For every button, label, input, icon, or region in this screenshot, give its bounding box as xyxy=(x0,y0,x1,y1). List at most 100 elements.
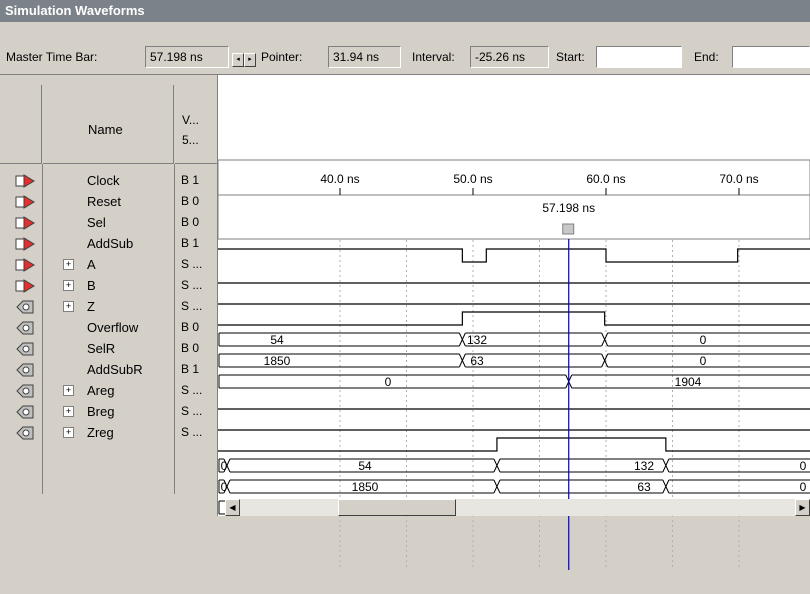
signal-row-breg[interactable]: + Breg S ... xyxy=(0,401,217,422)
waveform-area[interactable]: 40.0 ns 50.0 ns 60.0 ns 70.0 ns 54 132 0 1850 63… xyxy=(217,150,810,591)
clock-waveform xyxy=(218,248,810,263)
signal-row-areg[interactable]: + Areg S ... xyxy=(0,380,217,401)
master-time-bar-field[interactable]: 57.198 ns xyxy=(145,46,229,68)
interval-label: Interval: xyxy=(412,50,455,64)
expand-icon[interactable]: + xyxy=(63,406,74,417)
signal-name: Clock xyxy=(87,173,120,188)
signal-value: S ... xyxy=(181,383,203,397)
expand-icon[interactable]: + xyxy=(63,259,74,270)
scroll-thumb[interactable] xyxy=(338,499,456,516)
bus-breg-transition xyxy=(223,479,231,494)
signal-row-z[interactable]: + Z S ... xyxy=(0,296,217,317)
column-divider xyxy=(42,164,43,494)
output-bus-icon xyxy=(15,405,35,419)
signal-name: Reset xyxy=(87,194,121,209)
bus-areg-value: 54 xyxy=(358,459,372,473)
bus-areg-transition xyxy=(493,458,501,473)
signal-value: B 1 xyxy=(181,173,200,187)
horizontal-scrollbar[interactable]: ◀ ▶ xyxy=(225,499,810,516)
name-column-header[interactable]: Name xyxy=(43,85,174,164)
signal-name: Sel xyxy=(87,215,106,230)
master-next-button[interactable]: ▸ xyxy=(244,53,256,67)
signal-list: Name V... 5... Clock B 1 Reset B 0 Sel B 0 Add… xyxy=(0,75,218,516)
window-title: Simulation Waveforms xyxy=(5,3,145,18)
signal-row-b[interactable]: + B S ... xyxy=(0,275,217,296)
ruler-tick-label: 50.0 ns xyxy=(453,172,492,186)
input-pin-icon xyxy=(15,216,35,230)
signal-name: SelR xyxy=(87,341,116,356)
value-column-header[interactable]: V... 5... xyxy=(175,85,217,164)
bus-areg-value: 0 xyxy=(800,459,807,473)
signal-row-clock[interactable]: Clock B 1 xyxy=(0,170,217,191)
master-time-bar-label: Master Time Bar: xyxy=(6,50,98,64)
expand-icon[interactable]: + xyxy=(63,385,74,396)
signal-value: S ... xyxy=(181,425,203,439)
signal-row-addsubr[interactable]: AddSubR B 1 xyxy=(0,359,217,380)
bus-b-transition xyxy=(601,353,609,368)
bus-b-value: 63 xyxy=(470,354,484,368)
signal-row-overflow[interactable]: Overflow B 0 xyxy=(0,317,217,338)
output-bus-icon xyxy=(15,384,35,398)
signal-row-addsub[interactable]: AddSub B 1 xyxy=(0,233,217,254)
end-field[interactable] xyxy=(732,46,810,68)
output-pin-icon xyxy=(15,363,35,377)
signal-name: Breg xyxy=(87,404,115,419)
bus-a-value: 54 xyxy=(270,333,284,347)
bus-a-value: 132 xyxy=(467,333,487,347)
signal-value: B 0 xyxy=(181,341,200,355)
signal-value: S ... xyxy=(181,299,203,313)
scroll-left-button[interactable]: ◀ xyxy=(225,499,240,516)
bus-z-value: 0 xyxy=(385,375,392,389)
bus-b-value: 0 xyxy=(700,354,707,368)
ruler-tick-label: 70.0 ns xyxy=(719,172,758,186)
bus-areg-value: 132 xyxy=(634,459,654,473)
bus-areg-transition xyxy=(662,458,670,473)
waveform-panel: Name V... 5... Clock B 1 Reset B 0 Sel B 0 Add… xyxy=(0,75,810,570)
master-prev-button[interactable]: ◂ xyxy=(232,53,244,67)
bus-breg-value: 1850 xyxy=(352,480,379,494)
bus-breg-value: 0 xyxy=(800,480,807,494)
value-header-line1: V... xyxy=(182,113,199,127)
output-pin-icon xyxy=(15,321,35,335)
value-header-line2: 5... xyxy=(182,133,199,147)
input-pin-icon xyxy=(15,174,35,188)
output-bus-icon xyxy=(15,426,35,440)
scroll-right-button[interactable]: ▶ xyxy=(795,499,810,516)
pointer-label: Pointer: xyxy=(261,50,303,64)
signal-row-sel[interactable]: Sel B 0 xyxy=(0,212,217,233)
cursor-handle xyxy=(562,223,575,235)
signal-name: A xyxy=(87,257,96,272)
pointer-field: 31.94 ns xyxy=(328,46,401,68)
signal-row-selr[interactable]: SelR B 0 xyxy=(0,338,217,359)
bus-a-transition xyxy=(601,332,609,347)
signal-name: AddSubR xyxy=(87,362,143,377)
signal-value: B 1 xyxy=(181,236,200,250)
signal-value: B 1 xyxy=(181,362,200,376)
cursor-time-label: 57.198 ns xyxy=(542,201,595,215)
ruler-tick-label: 40.0 ns xyxy=(320,172,359,186)
start-label: Start: xyxy=(556,50,585,64)
output-bus-icon xyxy=(15,300,35,314)
expand-icon[interactable]: + xyxy=(63,301,74,312)
input-pin-icon xyxy=(15,195,35,209)
signal-value: S ... xyxy=(181,404,203,418)
expand-icon[interactable]: + xyxy=(63,427,74,438)
time-toolbar: Master Time Bar: 57.198 ns ◂ ▸ Pointer: … xyxy=(0,22,810,75)
signal-row-a[interactable]: + A S ... xyxy=(0,254,217,275)
signal-name: Zreg xyxy=(87,425,114,440)
signal-row-zreg[interactable]: + Zreg S ... xyxy=(0,422,217,443)
start-field[interactable] xyxy=(596,46,682,68)
input-pin-icon xyxy=(15,237,35,251)
name-header-label: Name xyxy=(88,122,123,137)
expand-icon[interactable]: + xyxy=(63,280,74,291)
input-bus-icon xyxy=(15,279,35,293)
signal-value: S ... xyxy=(181,257,203,271)
addsubr-waveform xyxy=(218,437,810,452)
signal-name: Z xyxy=(87,299,95,314)
header-icon-column xyxy=(0,85,42,164)
ruler-tick-label: 60.0 ns xyxy=(586,172,625,186)
signal-row-reset[interactable]: Reset B 0 xyxy=(0,191,217,212)
signal-name: AddSub xyxy=(87,236,134,251)
waveform-canvas[interactable]: 40.0 ns 50.0 ns 60.0 ns 70.0 ns 54 132 0 1850 63… xyxy=(217,150,810,591)
bus-b-value: 1850 xyxy=(264,354,291,368)
